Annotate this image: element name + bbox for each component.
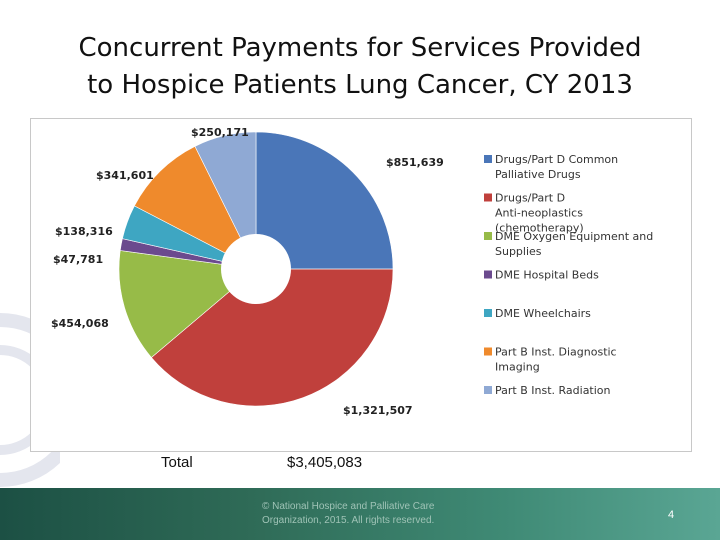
data-label-dme-hospital-beds: $47,781 — [53, 253, 103, 266]
pie-slice-part-b-inst-radiation — [194, 131, 257, 270]
legend-label-drugs-part-d-anti-neoplastics-chemotherapy: Drugs/Part D Anti-neoplastics (chemotherap… — [495, 192, 584, 235]
total-value: $3,405,083 — [287, 454, 363, 471]
data-label-dme-oxygen-equipment-and-supplies: $454,068 — [51, 317, 109, 330]
title-line-2: to Hospice Patients Lung Cancer, CY 2013 — [87, 70, 633, 100]
slide-title: Concurrent Payments for Services Provide… — [40, 30, 680, 104]
legend-label-drugs-part-d-common-palliative-drugs: Drugs/Part D Common Palliative Drugs — [495, 153, 618, 181]
legend-swatch-dme-oxygen-equipment-and-supplies — [484, 232, 492, 240]
legend-swatch-drugs-part-d-anti-neoplastics-chemotherapy — [484, 193, 492, 202]
pie-slice-dme-oxygen-equipment-and-supplies — [118, 250, 257, 358]
legend-swatch-part-b-inst-radiation — [484, 386, 492, 394]
data-label-drugs-part-d-common-palliative-drugs: $851,639 — [386, 156, 444, 169]
legend-swatch-dme-wheelchairs — [484, 309, 492, 317]
title-line-1: Concurrent Payments for Services Provide… — [78, 33, 642, 63]
page-number: 4 — [668, 509, 675, 521]
pie-chart: $851,639 $1,321,507 $454,068 $47,781 $138,31… — [51, 126, 653, 417]
legend-label-part-b-inst-radiation: Part B Inst. Radiation — [495, 384, 611, 397]
pie-chart-panel: $851,639 $1,321,507 $454,068 $47,781 $138,31… — [30, 118, 692, 452]
data-label-drugs-part-d-anti-neoplastics-chemotherapy: $1,321,507 — [343, 404, 413, 417]
legend-label-dme-wheelchairs: DME Wheelchairs — [495, 307, 591, 320]
legend-label-dme-hospital-beds: DME Hospital Beds — [495, 269, 599, 282]
footer-bar — [0, 488, 720, 540]
data-label-part-b-inst-radiation: $250,171 — [191, 126, 249, 139]
pie-slice-drugs-part-d-common-palliative-drugs — [255, 131, 394, 270]
data-label-dme-wheelchairs: $138,316 — [55, 225, 113, 238]
pie-center-hole — [221, 234, 291, 304]
legend-label-dme-oxygen-equipment-and-supplies: DME Oxygen Equipment and Supplies — [495, 230, 653, 258]
data-label-part-b-inst-diagnostic-imaging: $341,601 — [96, 169, 154, 182]
legend-swatch-part-b-inst-diagnostic-imaging — [484, 347, 492, 356]
legend-swatch-dme-hospital-beds — [484, 270, 492, 279]
legend-swatch-drugs-part-d-common-palliative-drugs — [484, 155, 492, 163]
total-label: Total — [161, 454, 193, 471]
copyright-notice: © National Hospice and Palliative Care O… — [262, 501, 435, 526]
legend-label-part-b-inst-diagnostic-imaging: Part B Inst. Diagnostic Imaging — [495, 346, 617, 374]
pie-slice-part-b-inst-diagnostic-imaging — [134, 145, 257, 270]
pie-slice-drugs-part-d-anti-neoplastics-chemotherapy — [151, 268, 394, 407]
